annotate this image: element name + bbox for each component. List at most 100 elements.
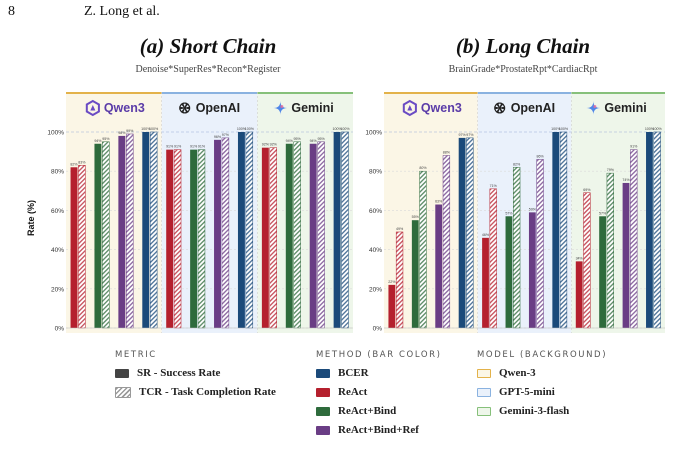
bar-sr <box>166 149 174 328</box>
bar-tcr <box>102 141 110 329</box>
y-tick-label: 40% <box>369 247 382 254</box>
bcer-swatch-icon <box>316 368 330 378</box>
y-tick-label: 100% <box>365 130 382 137</box>
data-label-sr: 100% <box>332 127 342 131</box>
data-label-tcr: 95% <box>294 137 302 141</box>
bar-tcr <box>442 155 451 329</box>
bar-sr <box>575 261 583 328</box>
legend-gemini-label: Gemini-3-flash <box>499 405 570 417</box>
y-tick-label: 40% <box>51 247 64 254</box>
data-label-tcr: 88% <box>443 151 451 155</box>
data-label-sr: 57% <box>505 211 513 215</box>
legend-method-title: METHOD (BAR COLOR) <box>316 350 442 360</box>
data-label-tcr: 79% <box>607 168 615 172</box>
model-header-gemini: Gemini <box>604 101 646 115</box>
legend-gemini: Gemini-3-flash <box>477 405 569 417</box>
bar-tcr <box>395 231 404 329</box>
react-bind-ref-swatch-icon <box>316 425 330 435</box>
bar-tcr <box>419 170 427 329</box>
data-label-sr: 94% <box>94 139 102 143</box>
legend-bcer-label: BCER <box>338 367 369 379</box>
legend-react: ReAct <box>316 386 367 398</box>
legend-metric-title: METRIC <box>115 350 157 360</box>
bar-tcr <box>536 159 544 329</box>
data-label-tcr: 97% <box>222 133 230 137</box>
data-label-tcr: 100% <box>245 127 255 131</box>
data-label-tcr: 92% <box>270 143 278 147</box>
bar-tcr <box>653 131 661 329</box>
model-header-gemini: Gemini <box>291 101 333 115</box>
legend-react-bind-ref-label: ReAct+Bind+Ref <box>338 424 419 436</box>
data-label-tcr: 100% <box>559 127 569 131</box>
legend-qwen: Qwen-3 <box>477 367 536 379</box>
model-border-gemini <box>257 92 353 94</box>
data-label-tcr: 86% <box>536 154 544 158</box>
legend-tcr: TCR - Task Completion Rate <box>115 386 276 398</box>
chart-b-title: (b) Long Chain <box>455 34 591 58</box>
y-tick-label: 100% <box>47 130 64 137</box>
data-label-sr: 100% <box>237 127 247 131</box>
y-tick-label: 60% <box>51 208 64 215</box>
data-label-sr: 34% <box>576 256 584 260</box>
solid-swatch-icon <box>115 368 129 378</box>
bar-tcr <box>269 147 277 329</box>
legend-tcr-label: TCR - Task Completion Rate <box>139 386 276 398</box>
qwen-logo-icon <box>85 99 100 117</box>
page-number: 8 <box>8 4 15 19</box>
bar-sr <box>142 132 150 328</box>
data-label-tcr: 91% <box>174 145 182 149</box>
bar-sr <box>528 212 536 328</box>
running-head: Z. Long et al. <box>84 4 160 19</box>
legend-react-label: ReAct <box>338 386 368 398</box>
bar-sr <box>482 237 489 328</box>
legend: METRIC SR - Success Rate TCR - Task Comp… <box>0 345 673 445</box>
model-border-openai <box>161 92 258 94</box>
react-bind-swatch-icon <box>316 406 330 416</box>
legend-gpt-label: GPT-5-mini <box>499 386 555 398</box>
data-label-sr: 97% <box>458 133 466 137</box>
legend-sr-label: SR - Success Rate <box>137 367 221 379</box>
charts-svg: Rate (%) Qwen3 OpenAI Gemini 0% 20% 40% 60% 80%… <box>26 92 665 333</box>
bar-sr <box>333 132 341 328</box>
data-label-sr: 98% <box>118 131 126 135</box>
data-label-sr: 74% <box>622 178 630 182</box>
chart-a-title: (a) Short Chain <box>139 34 277 58</box>
bar-sr <box>552 132 560 328</box>
data-label-sr: 91% <box>190 145 198 149</box>
data-label-tcr: 49% <box>396 227 404 231</box>
data-label-tcr: 71% <box>490 184 498 188</box>
data-label-sr: 100% <box>551 127 561 131</box>
bar-sr <box>646 132 653 328</box>
bar-tcr <box>630 149 638 329</box>
model-header-qwen3: Qwen3 <box>421 101 462 115</box>
data-label-sr: 63% <box>435 200 443 204</box>
gpt-swatch-icon <box>477 387 491 397</box>
hatched-swatch-icon <box>115 386 131 398</box>
legend-react-bind: ReAct+Bind <box>316 405 396 417</box>
y-tick-label: 0% <box>55 326 65 333</box>
data-label-sr: 59% <box>529 207 537 211</box>
model-border-qwen3 <box>384 92 478 94</box>
legend-model-title: MODEL (BACKGROUND) <box>477 350 608 360</box>
data-label-tcr: 91% <box>198 145 206 149</box>
data-label-tcr: 97% <box>466 133 474 137</box>
y-tick-label: 20% <box>51 286 64 293</box>
bar-tcr <box>245 131 254 329</box>
openai-logo-icon <box>494 102 506 114</box>
data-label-sr: 96% <box>214 135 222 139</box>
bar-sr <box>70 167 78 328</box>
y-tick-label: 0% <box>373 326 383 333</box>
data-label-sr: 22% <box>388 280 396 284</box>
bar-sr <box>214 139 221 328</box>
model-border-qwen3 <box>66 92 162 94</box>
data-label-tcr: 82% <box>513 162 521 166</box>
bar-sr <box>285 143 293 328</box>
bar-tcr <box>317 141 325 329</box>
data-label-tcr: 100% <box>653 127 663 131</box>
model-border-openai <box>477 92 572 94</box>
legend-react-bind-label: ReAct+Bind <box>338 405 397 417</box>
data-label-sr: 94% <box>286 139 294 143</box>
model-border-gemini <box>571 92 665 94</box>
data-label-tcr: 80% <box>419 166 427 170</box>
y-tick-label: 80% <box>51 169 64 176</box>
